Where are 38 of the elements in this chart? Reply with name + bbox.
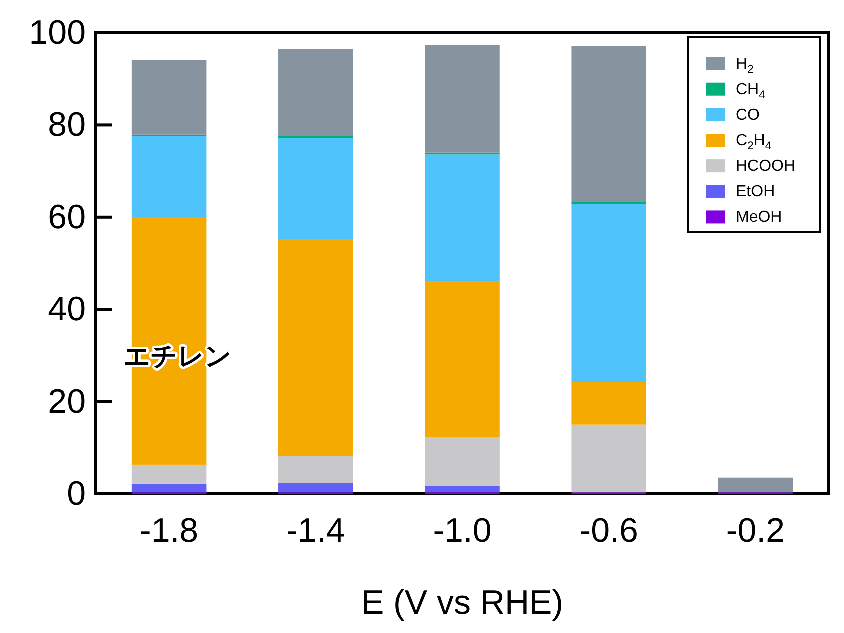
bar <box>278 49 354 136</box>
legend-label: CH$_{4}$ <box>736 80 766 102</box>
bar <box>425 45 500 153</box>
x-axis-title: E (V vs RHE) <box>361 584 564 622</box>
x-tick-label: -0.6 <box>580 512 638 550</box>
legend-label: HCOOH <box>736 158 796 175</box>
bar <box>132 484 207 493</box>
bar <box>278 239 354 456</box>
y-tick-label: 0 <box>67 475 86 513</box>
y-tick-label: 40 <box>48 290 86 329</box>
legend-label: C$_{2}$H$_{4}$ <box>736 132 772 152</box>
bar <box>278 483 354 493</box>
x-tick-label: -1.0 <box>433 512 492 550</box>
bar <box>132 464 207 484</box>
bar <box>425 486 500 493</box>
y-tick-label: 100 <box>29 14 86 52</box>
bar <box>572 46 646 202</box>
y-tick-label: 60 <box>48 198 86 236</box>
bar <box>572 424 646 493</box>
bar <box>425 154 500 282</box>
bar <box>572 204 646 382</box>
x-tick-label: -0.2 <box>726 512 785 550</box>
bar <box>132 60 207 135</box>
bar <box>425 438 500 486</box>
legend-label: MeOH <box>736 208 782 226</box>
bar <box>718 478 794 493</box>
bar <box>278 138 354 240</box>
bar <box>278 456 354 484</box>
bar <box>572 382 646 425</box>
bar <box>425 282 500 438</box>
bar <box>132 136 207 218</box>
y-tick-label: 20 <box>48 382 86 421</box>
x-tick-label: -1.4 <box>286 512 346 550</box>
y-tick-label: 80 <box>48 106 86 144</box>
x-tick-label: -1.8 <box>140 512 199 550</box>
legend-label: CO <box>736 106 760 124</box>
legend-label: H$_{2}$ <box>736 55 754 76</box>
legend-label: EtOH <box>736 183 776 200</box>
